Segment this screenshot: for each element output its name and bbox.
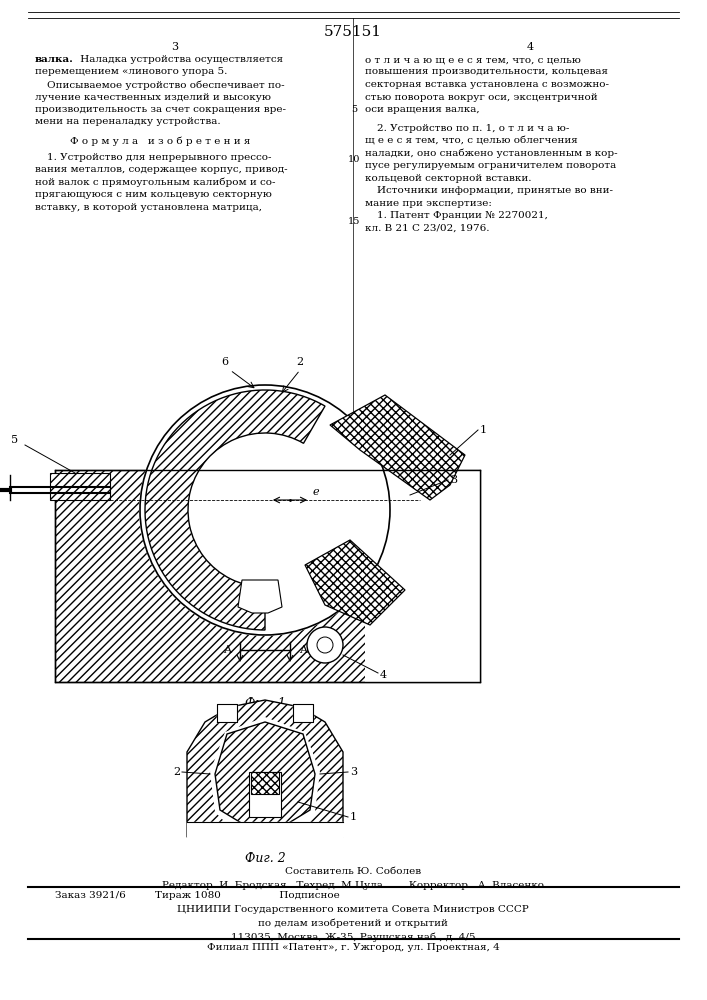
Text: стью поворота вокруг оси, эксцентричной: стью поворота вокруг оси, эксцентричной — [365, 93, 597, 102]
Text: 1. Патент Франции № 2270021,: 1. Патент Франции № 2270021, — [377, 211, 548, 220]
Polygon shape — [215, 722, 315, 827]
Polygon shape — [55, 470, 480, 682]
Text: A: A — [223, 645, 231, 655]
Text: 2. Устройство по п. 1, о т л и ч а ю-: 2. Устройство по п. 1, о т л и ч а ю- — [377, 124, 569, 133]
Polygon shape — [330, 395, 465, 500]
Text: 2: 2 — [296, 357, 303, 367]
Text: ной валок с прямоугольным калибром и со-: ной валок с прямоугольным калибром и со- — [35, 178, 276, 187]
Text: Филиал ППП «Патент», г. Ужгород, ул. Проектная, 4: Филиал ППП «Патент», г. Ужгород, ул. Про… — [206, 943, 499, 952]
Text: перемещением «линового упора 5.: перемещением «линового упора 5. — [35, 68, 228, 77]
Text: 1. Устройство для непрерывного прессо-: 1. Устройство для непрерывного прессо- — [47, 152, 271, 161]
Polygon shape — [187, 700, 343, 837]
Circle shape — [140, 385, 390, 635]
Polygon shape — [365, 470, 480, 682]
Circle shape — [139, 384, 391, 636]
Text: прягающуюся с ним кольцевую секторную: прягающуюся с ним кольцевую секторную — [35, 190, 272, 199]
Text: по делам изобретений и открытий: по делам изобретений и открытий — [258, 919, 448, 928]
Polygon shape — [249, 772, 281, 817]
Text: Описываемое устройство обеспечивает по-: Описываемое устройство обеспечивает по- — [47, 80, 285, 90]
Text: повышения производительности, кольцевая: повышения производительности, кольцевая — [365, 68, 608, 77]
Text: Заказ 3921/6         Тираж 1080                  Подписное: Заказ 3921/6 Тираж 1080 Подписное — [55, 891, 340, 900]
Text: валка.: валка. — [35, 55, 74, 64]
Text: производительность за счет сокращения вре-: производительность за счет сокращения вр… — [35, 105, 286, 114]
Text: e: e — [313, 487, 320, 497]
Text: 1: 1 — [480, 425, 487, 435]
Text: 15: 15 — [348, 218, 360, 227]
Text: Составитель Ю. Соболев: Составитель Ю. Соболев — [285, 867, 421, 876]
Text: 2: 2 — [173, 767, 180, 777]
Text: 3: 3 — [350, 767, 357, 777]
Text: A-A: A-A — [254, 712, 276, 725]
Polygon shape — [251, 772, 279, 794]
Text: 3: 3 — [450, 475, 457, 485]
Text: ЦНИИПИ Государственного комитета Совета Министров СССР: ЦНИИПИ Государственного комитета Совета … — [177, 905, 529, 914]
Polygon shape — [50, 473, 110, 500]
Text: оси вращения валка,: оси вращения валка, — [365, 105, 479, 114]
Text: кольцевой секторной вставки.: кольцевой секторной вставки. — [365, 174, 532, 183]
Text: Источники информации, принятые во вни-: Источники информации, принятые во вни- — [377, 186, 613, 195]
Polygon shape — [293, 704, 313, 722]
Text: 5: 5 — [11, 435, 18, 445]
Text: 6: 6 — [221, 357, 228, 367]
Text: 10: 10 — [348, 155, 360, 164]
Text: Ф о р м у л а   и з о б р е т е н и я: Ф о р м у л а и з о б р е т е н и я — [70, 136, 250, 146]
Text: A: A — [299, 645, 307, 655]
Text: кл. В 21 С 23/02, 1976.: кл. В 21 С 23/02, 1976. — [365, 224, 489, 233]
Polygon shape — [210, 717, 320, 837]
Text: наладки, оно снабжено установленным в кор-: наладки, оно снабжено установленным в ко… — [365, 149, 618, 158]
Text: 4: 4 — [380, 670, 387, 680]
Text: Фиг. 2: Фиг. 2 — [245, 852, 286, 865]
Text: 3: 3 — [171, 42, 179, 52]
Circle shape — [307, 627, 343, 663]
Text: секторная вставка установлена с возможно-: секторная вставка установлена с возможно… — [365, 80, 609, 89]
Text: Редактор  И. Бродская   Техред  М.Цула        Корректор   А. Власенко: Редактор И. Бродская Техред М.Цула Корре… — [162, 881, 544, 890]
Text: мени на переналадку устройства.: мени на переналадку устройства. — [35, 117, 221, 126]
Text: 113035, Москва, Ж-35, Раушская наб., д. 4/5: 113035, Москва, Ж-35, Раушская наб., д. … — [230, 933, 475, 942]
Text: мание при экспертизе:: мание при экспертизе: — [365, 199, 492, 208]
Polygon shape — [305, 540, 405, 625]
Text: 575151: 575151 — [324, 25, 382, 39]
Polygon shape — [217, 704, 237, 722]
Text: 4: 4 — [527, 42, 534, 52]
Text: Фиг. 1: Фиг. 1 — [245, 697, 286, 710]
Text: Наладка устройства осуществляется: Наладка устройства осуществляется — [77, 55, 283, 64]
Text: 5: 5 — [351, 105, 357, 114]
Polygon shape — [187, 822, 343, 837]
Text: о т л и ч а ю щ е е с я тем, что, с целью: о т л и ч а ю щ е е с я тем, что, с цель… — [365, 55, 581, 64]
Text: 1: 1 — [350, 812, 357, 822]
Text: вставку, в которой установлена матрица,: вставку, в которой установлена матрица, — [35, 202, 262, 212]
Wedge shape — [145, 390, 325, 630]
Text: вания металлов, содержащее корпус, привод-: вания металлов, содержащее корпус, приво… — [35, 165, 288, 174]
Polygon shape — [238, 580, 282, 613]
Text: пусе регулируемым ограничителем поворота: пусе регулируемым ограничителем поворота — [365, 161, 617, 170]
Text: лучение качественных изделий и высокую: лучение качественных изделий и высокую — [35, 93, 271, 102]
Text: щ е е с я тем, что, с целью облегчения: щ е е с я тем, что, с целью облегчения — [365, 136, 578, 145]
